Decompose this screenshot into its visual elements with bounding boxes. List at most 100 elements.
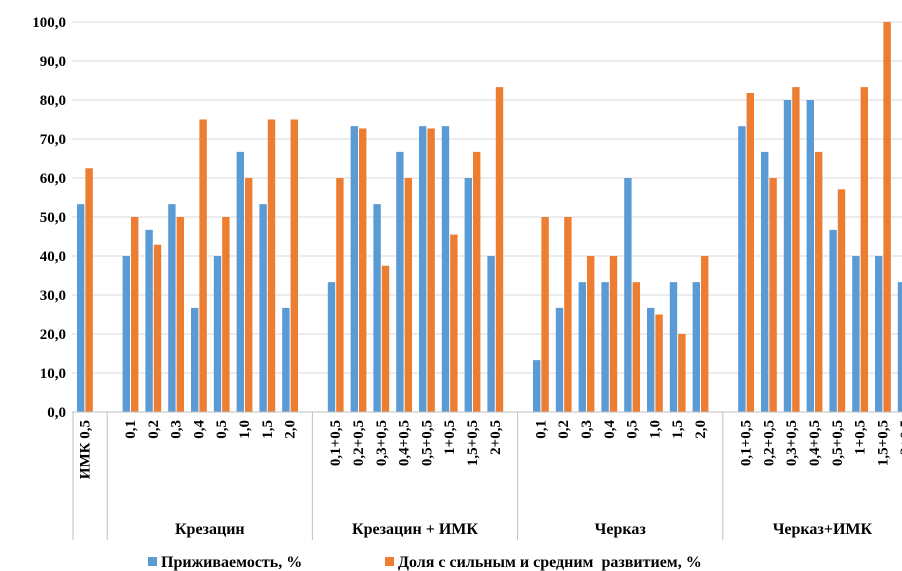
bar-strong-development	[176, 217, 184, 412]
y-tick-label: 60,0	[40, 171, 66, 187]
x-tick-label: 1,5+0,5	[875, 420, 891, 466]
group-label: Черказ	[595, 521, 647, 538]
legend-swatch	[148, 557, 157, 566]
x-tick-label: 0,5	[214, 420, 230, 439]
bar-survival	[669, 282, 678, 412]
bar-strong-development	[404, 178, 412, 412]
y-tick-label: 50,0	[40, 210, 66, 226]
bar-survival	[852, 256, 860, 412]
bar-survival	[373, 204, 381, 412]
legend-swatch	[385, 557, 394, 566]
x-tick-label: 1+0,5	[853, 420, 869, 455]
x-tick-label: 0,2+0,5	[761, 420, 777, 466]
x-tick-label: 1,5	[670, 420, 686, 439]
bar-survival	[327, 282, 336, 412]
bar-survival	[783, 100, 792, 412]
bar-strong-development	[746, 92, 754, 412]
bar-strong-development	[701, 256, 709, 412]
bar-survival	[213, 256, 222, 412]
x-tick-label: 2+0,5	[898, 420, 902, 455]
bar-strong-development	[587, 256, 595, 412]
x-tick-label: 0,4	[191, 420, 207, 439]
bar-survival	[282, 307, 290, 412]
bar-survival	[419, 126, 427, 412]
bar-strong-development	[222, 217, 230, 412]
legend-label: Доля с сильным и средним развитием, %	[398, 554, 702, 571]
group-label: Черказ+ИМК	[773, 521, 873, 538]
bar-strong-development	[245, 178, 253, 412]
bar-survival	[191, 307, 199, 412]
x-tick-label: 2,0	[283, 420, 299, 439]
x-tick-label: 1,5	[260, 420, 276, 439]
bar-strong-development	[381, 265, 390, 412]
y-tick-label: 90,0	[40, 54, 66, 70]
bar-survival	[829, 229, 837, 412]
y-tick-label: 100,0	[32, 15, 66, 31]
x-tick-label: 1,0	[237, 420, 253, 439]
bar-strong-development	[450, 234, 458, 412]
x-tick-label: 0,1	[123, 420, 139, 439]
bar-survival	[464, 178, 472, 412]
gridlines	[72, 21, 902, 374]
bar-strong-development	[883, 22, 891, 412]
x-tick-label: 0,1	[533, 420, 549, 439]
x-tick-label: 1+0,5	[442, 420, 458, 455]
x-tick-label: 0,3	[169, 420, 185, 439]
legend-item-strong-development: Доля с сильным и средним развитием, %	[385, 554, 702, 571]
bar-strong-development	[769, 178, 777, 412]
bar-strong-development	[815, 151, 823, 412]
bar-survival	[236, 151, 244, 412]
bar-survival	[578, 282, 586, 412]
x-tick-label: 0,3	[579, 420, 595, 439]
bar-strong-development	[131, 217, 139, 412]
bar-survival	[875, 256, 883, 412]
bar-strong-development	[837, 189, 846, 412]
group-label: Крезацин	[175, 521, 245, 538]
x-tick-label: 0,4+0,5	[807, 420, 823, 466]
bar-strong-development	[495, 87, 504, 412]
x-tick-label: 0,1+0,5	[739, 420, 755, 466]
bar-survival	[122, 256, 130, 412]
x-tick-label: 1,5+0,5	[465, 420, 481, 466]
x-tick-label: 0,2	[556, 420, 572, 439]
bar-survival	[533, 360, 541, 412]
bar-strong-development	[359, 128, 367, 412]
y-tick-label: 80,0	[40, 93, 66, 109]
bar-survival	[601, 282, 609, 412]
bar-survival	[168, 204, 176, 412]
y-tick-label: 10,0	[40, 366, 66, 382]
x-tick-label: 0,2	[146, 420, 162, 439]
bar-strong-development	[199, 119, 207, 412]
bar-strong-development	[336, 178, 344, 412]
bar-survival	[647, 307, 655, 412]
bar-strong-development	[655, 314, 663, 412]
bar-strong-development	[792, 87, 800, 412]
legend-item-survival: Приживаемость, %	[148, 554, 302, 571]
y-tick-label: 20,0	[40, 327, 66, 343]
x-tick-label: 0,1+0,5	[328, 420, 344, 466]
bar-survival	[761, 151, 769, 412]
legend: Приживаемость, % Доля с сильным и средним…	[148, 554, 702, 571]
bar-survival	[897, 282, 902, 412]
group-label: Крезацин + ИМК	[352, 521, 478, 538]
x-tick-label: 2+0,5	[488, 420, 504, 455]
x-tick-label: 0,2+0,5	[351, 420, 367, 466]
bar-survival	[396, 151, 404, 412]
bars	[77, 22, 902, 412]
y-axis: 0,0 10,0 20,0 30,0 40,0 50,0 60,0 70,0 80,0 90,0 1…	[32, 15, 66, 421]
y-tick-label: 40,0	[40, 249, 66, 265]
legend-label: Приживаемость, %	[161, 554, 302, 571]
bar-survival	[259, 204, 267, 412]
bar-strong-development	[153, 244, 162, 412]
bar-strong-development	[632, 282, 640, 412]
y-tick-label: 30,0	[40, 288, 66, 304]
bar-strong-development	[678, 334, 686, 412]
bar-strong-development	[564, 217, 572, 412]
x-tick-label: 0,5+0,5	[419, 420, 435, 466]
bar-survival	[145, 229, 153, 412]
bar-strong-development	[860, 87, 868, 412]
x-tick-label: 2,0	[693, 420, 709, 439]
y-tick-label: 0,0	[47, 405, 66, 421]
x-tick-label: 0,3+0,5	[374, 420, 390, 466]
